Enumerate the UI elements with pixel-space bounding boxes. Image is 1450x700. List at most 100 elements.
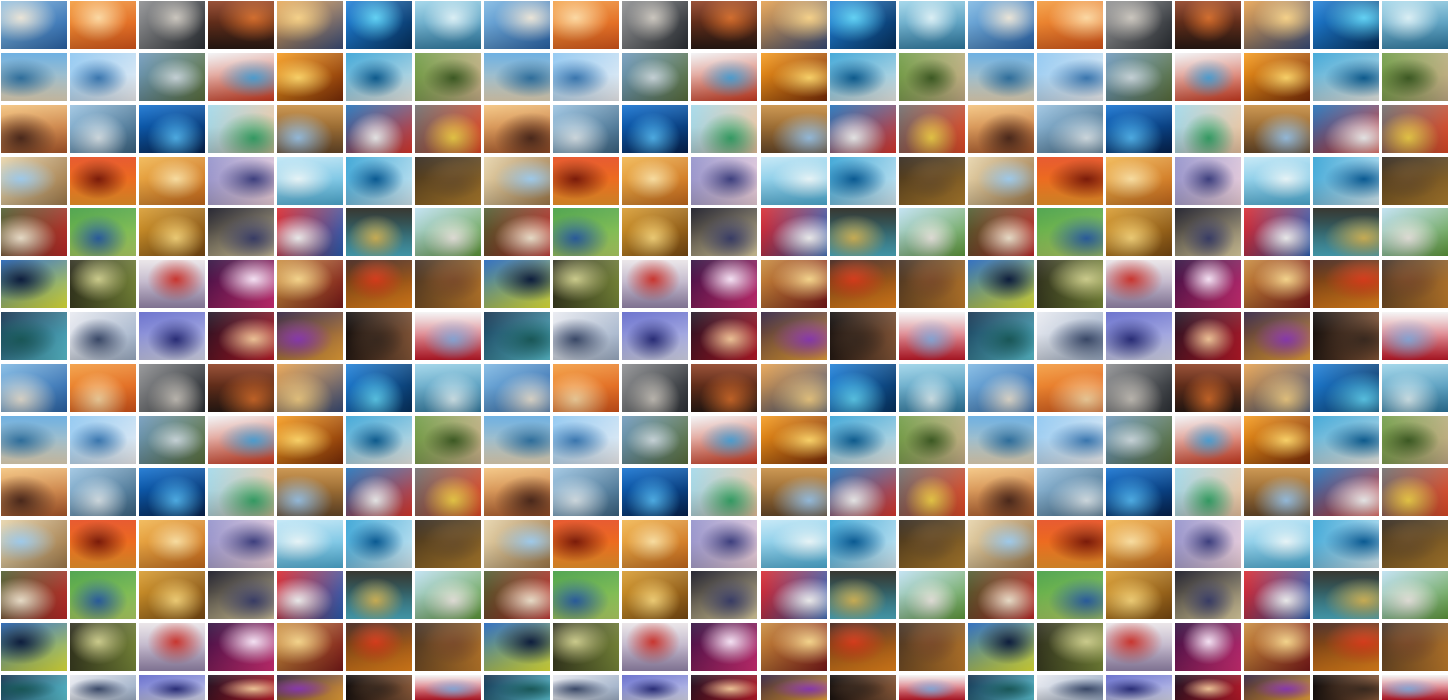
photo-tile-grand-hall bbox=[277, 260, 343, 308]
photo-tile-desert-sunset bbox=[70, 520, 136, 568]
photo-tile-shading bbox=[139, 364, 205, 412]
photo-tile-night-skyline bbox=[277, 53, 343, 101]
photo-tile-camel-sculpture bbox=[70, 623, 136, 671]
photo-tile-mountain-road bbox=[1106, 53, 1172, 101]
photo-tile-shading bbox=[1382, 105, 1448, 153]
photo-tile-shading bbox=[139, 208, 205, 256]
photo-tile-shading bbox=[208, 105, 274, 153]
photo-tile-shading bbox=[484, 364, 550, 412]
photo-tile-shading bbox=[277, 208, 343, 256]
photo-tile-singer-red bbox=[1175, 312, 1241, 360]
photo-tile-shading bbox=[415, 520, 481, 568]
photo-tile-shading bbox=[1244, 571, 1310, 619]
photo-tile-shading bbox=[691, 571, 757, 619]
photo-tile-shading bbox=[1037, 520, 1103, 568]
photo-tile-shading bbox=[968, 260, 1034, 308]
photo-tile-shading bbox=[70, 623, 136, 671]
photo-tile-shading bbox=[1106, 105, 1172, 153]
photo-tile-burj-al-arab bbox=[1037, 416, 1103, 464]
photo-tile-shading bbox=[691, 105, 757, 153]
photo-tile-shading bbox=[968, 208, 1034, 256]
photo-tile-aquarium-tunnel bbox=[139, 105, 205, 153]
photo-tile-shading bbox=[1175, 675, 1241, 700]
photo-tile-jazz-trumpet bbox=[277, 675, 343, 700]
photo-tile-beach-resort bbox=[1, 53, 67, 101]
photo-tile-shading bbox=[1244, 416, 1310, 464]
photo-tile-shading bbox=[415, 157, 481, 205]
photo-tile-shading bbox=[830, 260, 896, 308]
photo-tile-aerial-city bbox=[139, 1, 205, 49]
photo-tile-shading bbox=[1313, 520, 1379, 568]
photo-tile-guitarist bbox=[1313, 623, 1379, 671]
photo-tile-palm-island bbox=[346, 53, 412, 101]
photo-tile-shading bbox=[1244, 208, 1310, 256]
photo-tile-shading bbox=[1244, 520, 1310, 568]
photo-tile-art-gallery bbox=[484, 208, 550, 256]
photo-tile-shading bbox=[1175, 105, 1241, 153]
photo-tile-shading bbox=[1244, 623, 1310, 671]
photo-tile-burj-al-arab bbox=[553, 53, 619, 101]
photo-tile-shading bbox=[968, 416, 1034, 464]
photo-tile-shading bbox=[553, 675, 619, 700]
photo-tile-mountain-road bbox=[622, 416, 688, 464]
photo-tile-shading bbox=[346, 1, 412, 49]
photo-tile-shading bbox=[139, 1, 205, 49]
photo-tile-aquarium-diver bbox=[346, 364, 412, 412]
photo-tile-waterfront-skyline bbox=[553, 468, 619, 516]
photo-tile-kart-racing bbox=[899, 468, 965, 516]
photo-tile-control-room bbox=[1313, 571, 1379, 619]
photo-tile-shading bbox=[1313, 675, 1379, 700]
photo-tile-shading bbox=[1106, 416, 1172, 464]
photo-tile-burj-al-arab bbox=[70, 416, 136, 464]
photo-tile-falconry bbox=[968, 468, 1034, 516]
photo-tile-shading bbox=[484, 157, 550, 205]
photo-tile-shading bbox=[1244, 675, 1310, 700]
photo-tile-shading bbox=[415, 208, 481, 256]
photo-tile-theme-park-ride bbox=[761, 208, 827, 256]
photo-tile-shading bbox=[830, 623, 896, 671]
photo-tile-horse-racing bbox=[899, 520, 965, 568]
photo-tile-shading bbox=[830, 675, 896, 700]
photo-tile-shading bbox=[622, 416, 688, 464]
photo-tile-dolphin-sea bbox=[1382, 364, 1448, 412]
photo-tile-shading bbox=[622, 675, 688, 700]
photo-tile-camel-sculpture bbox=[553, 623, 619, 671]
photo-tile-shading bbox=[553, 53, 619, 101]
photo-tile-shading bbox=[1106, 675, 1172, 700]
photo-tile-desert-dunes bbox=[553, 1, 619, 49]
photo-tile-shading bbox=[1037, 1, 1103, 49]
photo-tile-shading bbox=[761, 416, 827, 464]
photo-tile-stage-event bbox=[415, 675, 481, 700]
photo-tile-shading bbox=[70, 416, 136, 464]
photo-tile-desert-dunes bbox=[70, 364, 136, 412]
photo-tile-falconry bbox=[968, 105, 1034, 153]
photo-tile-control-room bbox=[346, 208, 412, 256]
photo-tile-shading bbox=[761, 364, 827, 412]
photo-tile-shading bbox=[70, 105, 136, 153]
photo-tile-shading bbox=[415, 1, 481, 49]
photo-tile-shading bbox=[830, 105, 896, 153]
photo-tile-heritage-village bbox=[484, 157, 550, 205]
photo-tile-aerial-city bbox=[139, 364, 205, 412]
photo-tile-shading bbox=[553, 416, 619, 464]
photo-tile-shading bbox=[622, 571, 688, 619]
photo-tile-shading bbox=[899, 468, 965, 516]
photo-tile-shading bbox=[691, 364, 757, 412]
photo-tile-grand-hall bbox=[1244, 623, 1310, 671]
photo-tile-shading bbox=[346, 416, 412, 464]
photo-tile-audience bbox=[415, 623, 481, 671]
photo-tile-shading bbox=[899, 157, 965, 205]
photo-tile-shading bbox=[346, 520, 412, 568]
photo-tile-shading bbox=[761, 571, 827, 619]
photo-tile-balloon-desert bbox=[1244, 1, 1310, 49]
photo-tile-aquarium-diver bbox=[830, 1, 896, 49]
photo-tile-balloon-desert bbox=[1244, 364, 1310, 412]
photo-tile-shading bbox=[1313, 260, 1379, 308]
photo-tile-speed-boat bbox=[1175, 53, 1241, 101]
photo-tile-mountain-road bbox=[139, 416, 205, 464]
photo-tile-shading bbox=[1106, 260, 1172, 308]
photo-tile-grand-hall bbox=[1244, 260, 1310, 308]
photo-tile-desert-dunes bbox=[553, 364, 619, 412]
photo-tile-beach-resort bbox=[968, 416, 1034, 464]
